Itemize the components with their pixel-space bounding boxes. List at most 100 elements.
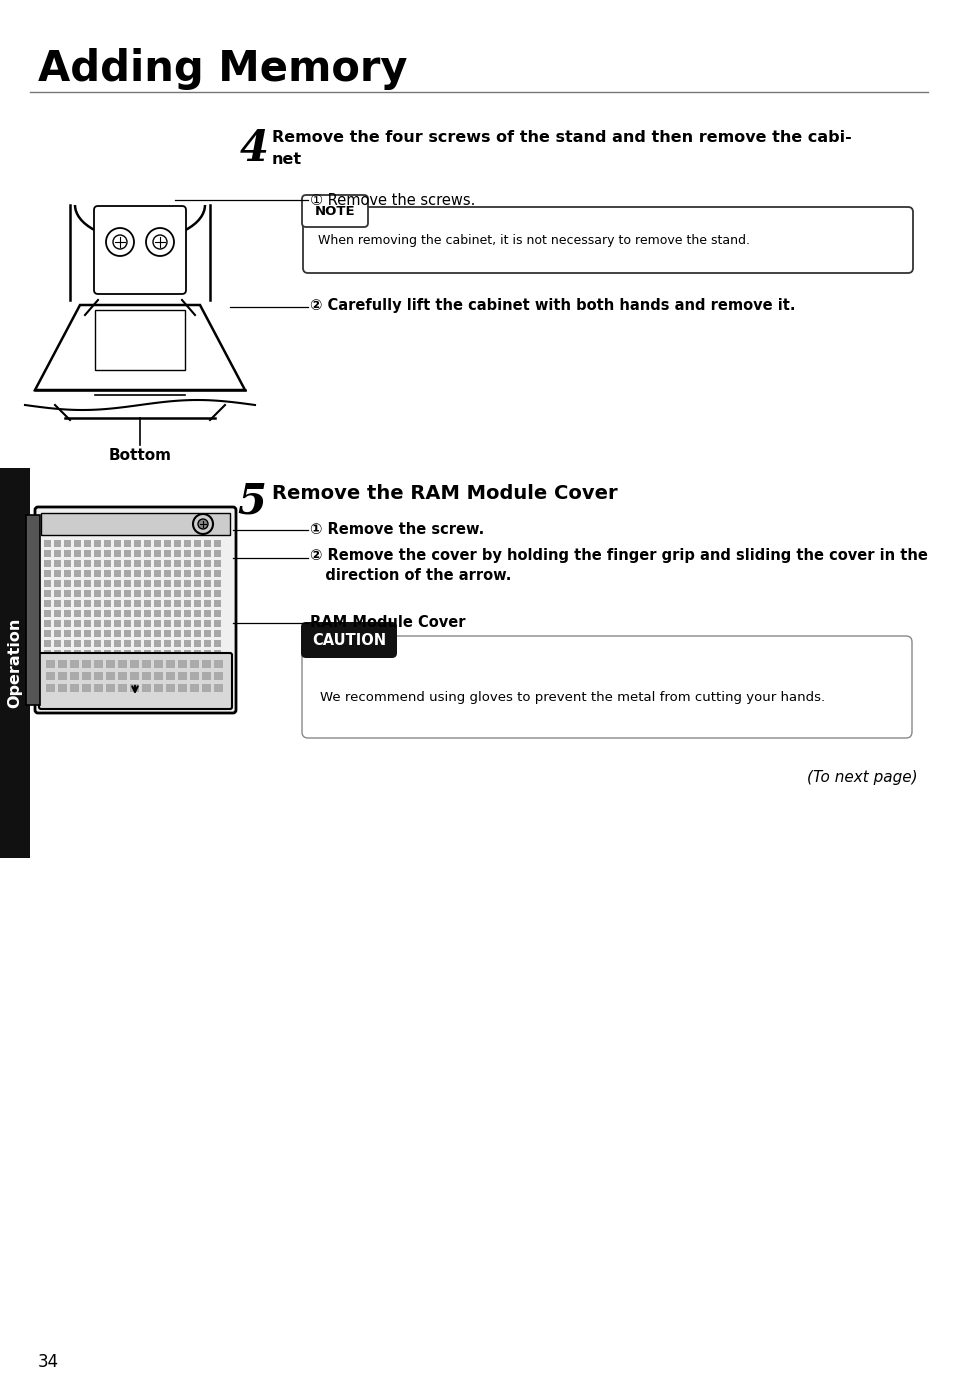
Bar bbox=[164, 609, 171, 618]
Bar bbox=[84, 570, 91, 577]
Bar bbox=[164, 640, 171, 647]
Bar bbox=[44, 580, 51, 587]
Bar bbox=[164, 590, 171, 597]
Bar bbox=[58, 661, 67, 668]
Bar bbox=[26, 515, 40, 705]
Bar bbox=[113, 600, 121, 607]
Bar bbox=[130, 661, 139, 668]
Bar bbox=[54, 540, 61, 547]
Bar bbox=[204, 559, 211, 568]
Bar bbox=[70, 684, 79, 693]
Bar bbox=[153, 570, 161, 577]
Text: ① Remove the screws.: ① Remove the screws. bbox=[310, 193, 475, 208]
Bar bbox=[144, 570, 151, 577]
Bar bbox=[54, 550, 61, 557]
Bar bbox=[204, 609, 211, 618]
Bar bbox=[124, 640, 131, 647]
Bar bbox=[106, 661, 115, 668]
FancyBboxPatch shape bbox=[302, 194, 368, 228]
Bar bbox=[74, 609, 81, 618]
Bar bbox=[84, 609, 91, 618]
Bar bbox=[190, 672, 199, 680]
Bar bbox=[106, 684, 115, 693]
Bar bbox=[153, 559, 161, 568]
Bar bbox=[166, 661, 174, 668]
Bar bbox=[184, 590, 191, 597]
Bar bbox=[213, 540, 221, 547]
Bar bbox=[144, 620, 151, 627]
Bar bbox=[70, 661, 79, 668]
Bar bbox=[94, 559, 101, 568]
Bar bbox=[124, 650, 131, 657]
Bar bbox=[213, 620, 221, 627]
Bar bbox=[118, 684, 127, 693]
Circle shape bbox=[198, 519, 208, 529]
Bar bbox=[153, 661, 163, 668]
Bar bbox=[124, 620, 131, 627]
Bar bbox=[118, 661, 127, 668]
Bar bbox=[64, 600, 71, 607]
Bar bbox=[202, 661, 211, 668]
Bar bbox=[130, 684, 139, 693]
Bar bbox=[213, 609, 221, 618]
Bar bbox=[74, 620, 81, 627]
Bar bbox=[104, 580, 111, 587]
Bar bbox=[44, 630, 51, 637]
Bar bbox=[193, 570, 201, 577]
Bar bbox=[190, 684, 199, 693]
Bar bbox=[46, 684, 55, 693]
Bar bbox=[173, 620, 181, 627]
Bar bbox=[173, 630, 181, 637]
Bar bbox=[173, 570, 181, 577]
Bar bbox=[142, 672, 151, 680]
Bar bbox=[46, 661, 55, 668]
Text: direction of the arrow.: direction of the arrow. bbox=[310, 568, 511, 583]
Bar bbox=[46, 672, 55, 680]
Text: Operation: Operation bbox=[8, 618, 23, 708]
Bar bbox=[213, 684, 223, 693]
Bar bbox=[82, 661, 91, 668]
Bar bbox=[44, 640, 51, 647]
Bar bbox=[133, 640, 141, 647]
Bar bbox=[54, 580, 61, 587]
Bar bbox=[193, 600, 201, 607]
Bar bbox=[153, 620, 161, 627]
Bar bbox=[94, 650, 101, 657]
Bar bbox=[204, 620, 211, 627]
Bar bbox=[94, 600, 101, 607]
Bar bbox=[64, 620, 71, 627]
Text: RAM Module Cover: RAM Module Cover bbox=[310, 615, 465, 630]
Bar bbox=[204, 570, 211, 577]
Bar bbox=[193, 640, 201, 647]
Bar bbox=[142, 661, 151, 668]
Bar bbox=[193, 580, 201, 587]
Bar bbox=[84, 540, 91, 547]
Bar bbox=[54, 650, 61, 657]
Bar bbox=[104, 590, 111, 597]
Bar bbox=[58, 672, 67, 680]
Bar bbox=[193, 559, 201, 568]
Bar bbox=[144, 609, 151, 618]
Bar bbox=[164, 630, 171, 637]
Bar bbox=[133, 550, 141, 557]
Bar bbox=[124, 550, 131, 557]
Bar bbox=[213, 559, 221, 568]
Text: 4: 4 bbox=[240, 128, 269, 169]
Bar bbox=[204, 600, 211, 607]
Bar bbox=[184, 640, 191, 647]
Bar bbox=[84, 590, 91, 597]
Text: ① Remove the screw.: ① Remove the screw. bbox=[310, 522, 484, 537]
Bar bbox=[173, 559, 181, 568]
Bar bbox=[41, 514, 230, 534]
Bar bbox=[94, 640, 101, 647]
Bar bbox=[153, 630, 161, 637]
Bar bbox=[118, 672, 127, 680]
Bar bbox=[164, 550, 171, 557]
Bar bbox=[213, 570, 221, 577]
Bar bbox=[104, 630, 111, 637]
Bar bbox=[193, 620, 201, 627]
Bar bbox=[104, 540, 111, 547]
Bar bbox=[44, 540, 51, 547]
Bar bbox=[213, 672, 223, 680]
Bar bbox=[84, 550, 91, 557]
